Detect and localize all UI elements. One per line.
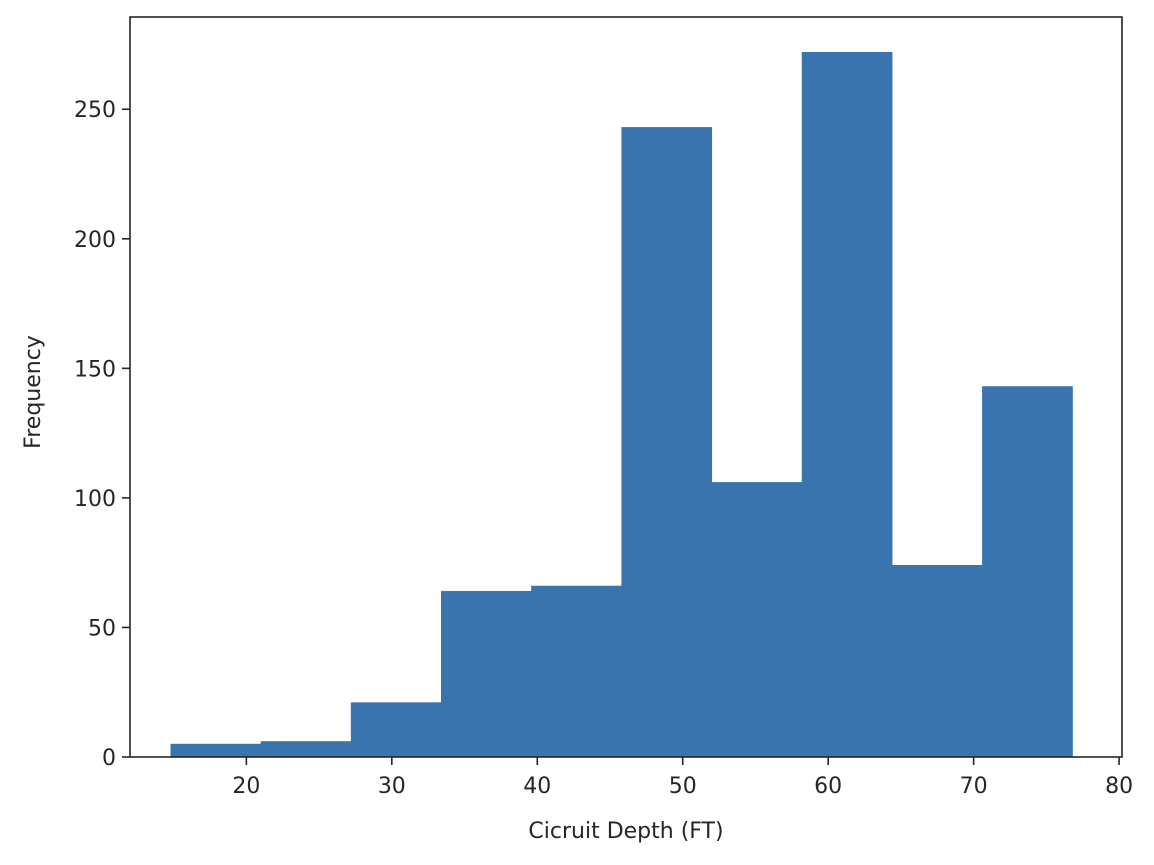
histogram-bars	[170, 51, 1073, 758]
y-tick-label: 50	[88, 616, 116, 641]
histogram-bar-2	[350, 702, 442, 758]
x-tick-label: 50	[669, 774, 697, 799]
y-axis-label: Frequency	[21, 335, 46, 449]
y-tick-label: 0	[102, 746, 116, 771]
x-tick-label: 80	[1105, 774, 1133, 799]
histogram-bar-8	[891, 565, 983, 758]
y-tick-label: 100	[74, 487, 116, 512]
x-tick-label: 70	[960, 774, 988, 799]
x-tick-label: 60	[814, 774, 842, 799]
plot-frame	[129, 16, 1123, 758]
x-tick-label: 20	[232, 774, 260, 799]
histogram-bar-3	[441, 590, 532, 758]
histogram-bar-5	[621, 127, 713, 758]
histogram-bar-9	[982, 386, 1073, 758]
histogram-bar-6	[711, 482, 803, 758]
histogram-bar-0	[170, 743, 262, 758]
histogram-bar-4	[531, 585, 622, 758]
x-tick-label: 40	[523, 774, 551, 799]
x-axis-ticks: 20 30 40 50 60 70 80	[232, 757, 1133, 799]
x-axis-label: Cicruit Depth (FT)	[528, 819, 723, 844]
y-tick-label: 250	[74, 98, 116, 123]
histogram-bar-7	[801, 51, 893, 758]
y-tick-label: 200	[74, 228, 116, 253]
y-tick-label: 150	[74, 357, 116, 382]
y-axis-ticks: 0 50 100 150 200 250	[74, 98, 130, 771]
histogram-bar-1	[260, 741, 352, 758]
x-tick-label: 30	[378, 774, 406, 799]
